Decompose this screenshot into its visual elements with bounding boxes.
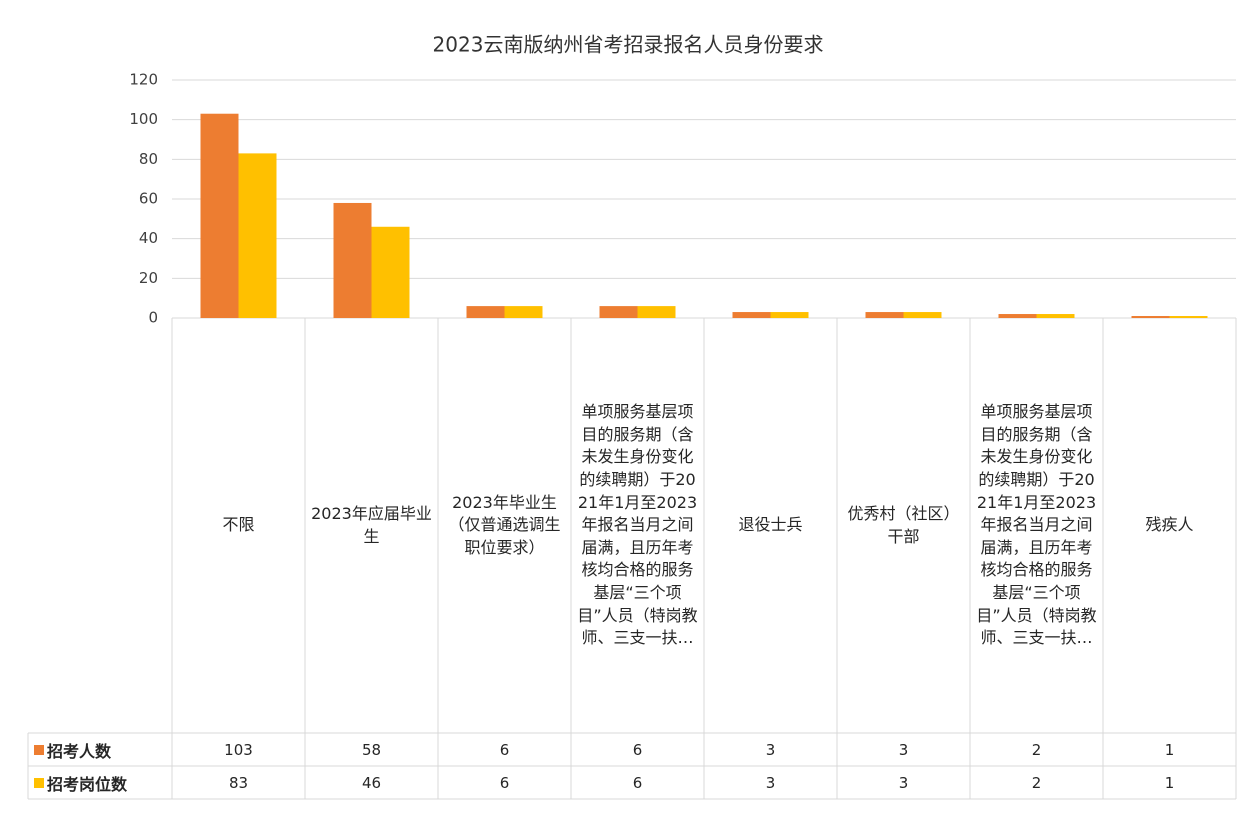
bar [1131,316,1170,318]
bar [333,202,372,318]
x-tick-label: 不限 [222,515,255,535]
table-value: 2 [1031,773,1042,792]
legend-swatch [34,777,44,788]
y-tick-label: 20 [139,269,158,287]
legend-swatch [34,744,44,755]
x-tick-label: 2023年毕业生（仅普通选调生职位要求） [448,492,561,557]
table-value: 3 [765,740,776,759]
legend-entry: 招考人数 [34,733,111,766]
x-tick-label: 单项服务基层项目的服务期（含未发生身份变化的续聘期）于2021年1月至2023年… [976,402,1097,648]
x-tick-label: 优秀村（社区）干部 [847,503,960,546]
bar [865,312,904,318]
bar [1036,314,1075,318]
y-tick-label: 80 [139,150,158,168]
table-value: 3 [765,773,776,792]
table-value: 58 [361,740,382,759]
chart-title: 2023云南版纳州省考招录报名人员身份要求 [433,33,824,57]
table-value: 6 [499,773,510,792]
table-value: 6 [632,773,643,792]
y-tick-label: 60 [139,190,158,208]
y-tick-label: 100 [129,110,158,128]
table-value: 3 [898,740,909,759]
bar [504,306,543,318]
x-tick-label: 残疾人 [1145,515,1194,535]
x-tick-label: 单项服务基层项目的服务期（含未发生身份变化的续聘期）于2021年1月至2023年… [577,402,698,648]
y-tick-label: 120 [129,71,158,89]
y-tick-label: 0 [148,309,158,327]
table-value: 2 [1031,740,1042,759]
bar [637,306,676,318]
legend-label: 招考人数 [47,741,112,761]
table-value: 6 [499,740,510,759]
table-value: 6 [632,740,643,759]
bar [466,306,505,318]
bar [599,306,638,318]
table-value: 1 [1164,740,1175,759]
table-value: 46 [361,773,382,792]
bar [371,226,410,318]
bar [1169,316,1208,318]
table-value: 83 [228,773,249,792]
y-tick-label: 40 [139,229,158,247]
x-tick-label: 2023年应届毕业生 [311,503,432,546]
legend-entry: 招考岗位数 [34,766,127,799]
bar [732,312,771,318]
bar [200,113,239,318]
bar [998,314,1037,318]
bar [903,312,942,318]
bar [238,153,277,318]
table-value: 103 [224,740,253,759]
table-value: 3 [898,773,909,792]
table-value: 1 [1164,773,1175,792]
legend-label: 招考岗位数 [47,774,128,794]
bar [770,312,809,318]
x-tick-label: 退役士兵 [738,515,803,535]
